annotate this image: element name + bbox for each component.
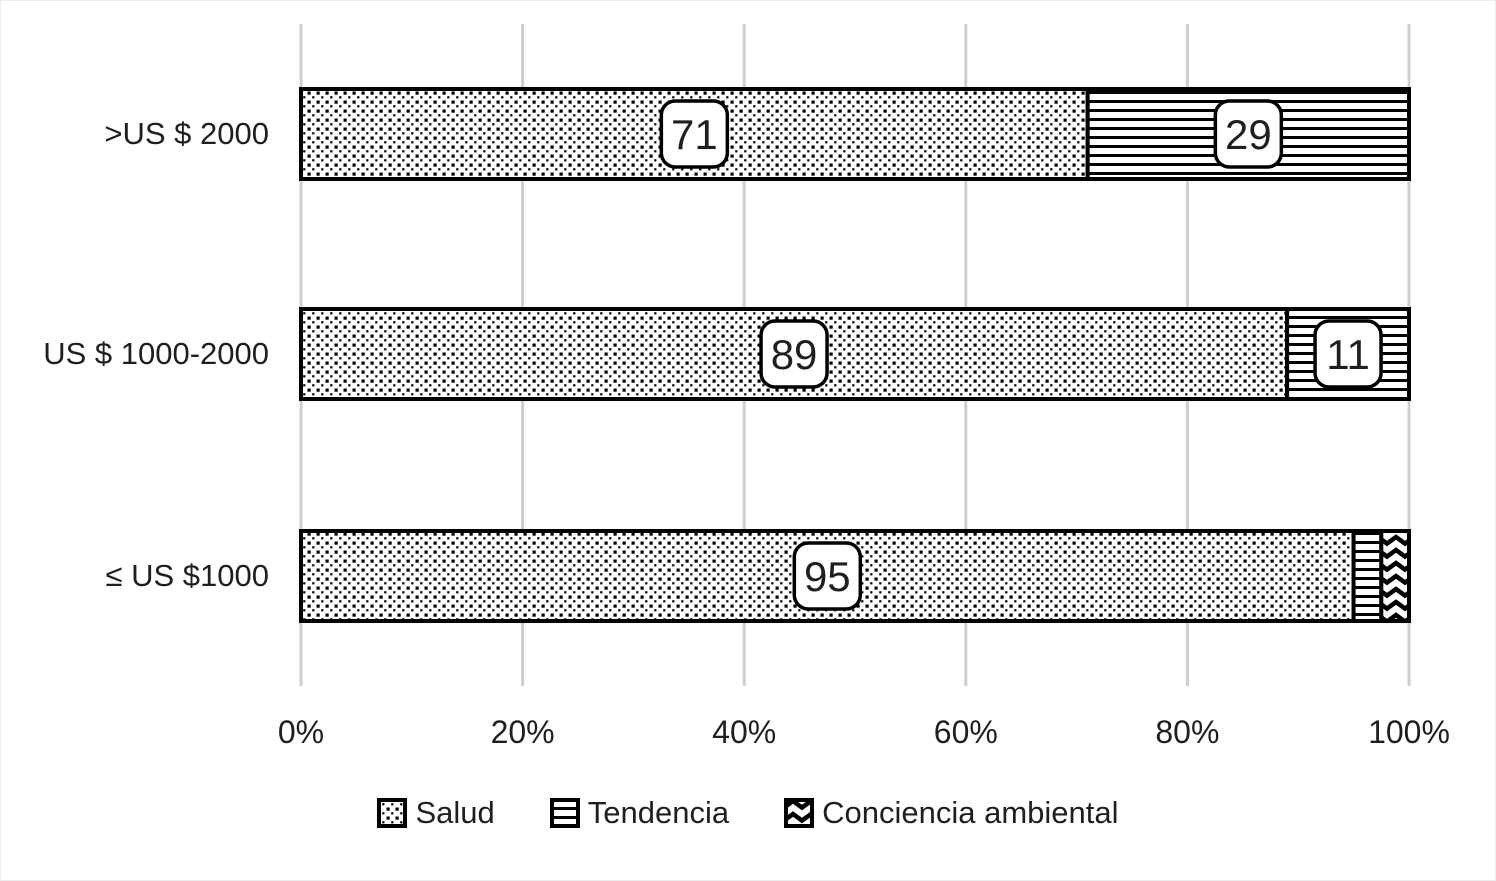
data-label-89: 89 bbox=[759, 319, 829, 389]
swatch-rect bbox=[784, 798, 815, 828]
tendencia-swatch-icon bbox=[549, 798, 580, 828]
data-label-box bbox=[659, 99, 730, 169]
data-label-box bbox=[1313, 319, 1383, 389]
bars-layer bbox=[299, 87, 1412, 623]
x-axis-tick-label-20%: 20% bbox=[490, 714, 555, 750]
legend-item-salud: Salud bbox=[377, 795, 495, 831]
data-label-box bbox=[1213, 99, 1284, 169]
conciencia-ambiental-swatch-icon bbox=[784, 798, 815, 828]
data-label-11: 11 bbox=[1313, 319, 1383, 389]
legend-label: Salud bbox=[415, 795, 495, 830]
x-axis-tick-label-40%: 40% bbox=[712, 714, 777, 750]
data-labels-layer: 71 29 89 11 95 bbox=[659, 99, 1383, 611]
swatch-rect bbox=[549, 798, 580, 828]
category-label-row2: US $ 1000-2000 bbox=[43, 336, 269, 371]
data-label-value: 71 bbox=[671, 111, 718, 158]
legend: Salud Tendencia Conciencia ambiental bbox=[1, 795, 1495, 831]
data-label-71: 71 bbox=[659, 99, 730, 169]
data-label-value: 29 bbox=[1225, 111, 1272, 158]
x-axis-tick-label-0%: 0% bbox=[277, 714, 325, 750]
bar-segment-tendencia-row3 bbox=[1351, 529, 1384, 623]
swatch-rect bbox=[377, 798, 408, 828]
bar-segment-conciencia-ambiental-row3 bbox=[1379, 529, 1412, 623]
legend-item-conciencia-ambiental: Conciencia ambiental bbox=[784, 795, 1119, 831]
legend-item-tendencia: Tendencia bbox=[549, 795, 730, 831]
data-label-29: 29 bbox=[1213, 99, 1284, 169]
data-label-95: 95 bbox=[792, 541, 863, 611]
category-label-row3: ≤ US $1000 bbox=[105, 558, 269, 593]
data-label-value: 89 bbox=[771, 331, 818, 378]
salud-swatch-icon bbox=[377, 798, 408, 828]
x-axis-tick-label-60%: 60% bbox=[933, 714, 998, 750]
data-label-box bbox=[792, 541, 863, 611]
data-label-value: 95 bbox=[804, 553, 851, 600]
category-label-row1: >US $ 2000 bbox=[104, 116, 269, 151]
data-label-box bbox=[759, 319, 829, 389]
legend-label: Conciencia ambiental bbox=[822, 795, 1119, 830]
x-axis-tick-label-80%: 80% bbox=[1155, 714, 1220, 750]
x-axis-tick-label-100%: 100% bbox=[1368, 714, 1450, 750]
data-label-value: 11 bbox=[1326, 331, 1370, 378]
legend-label: Tendencia bbox=[587, 795, 730, 830]
